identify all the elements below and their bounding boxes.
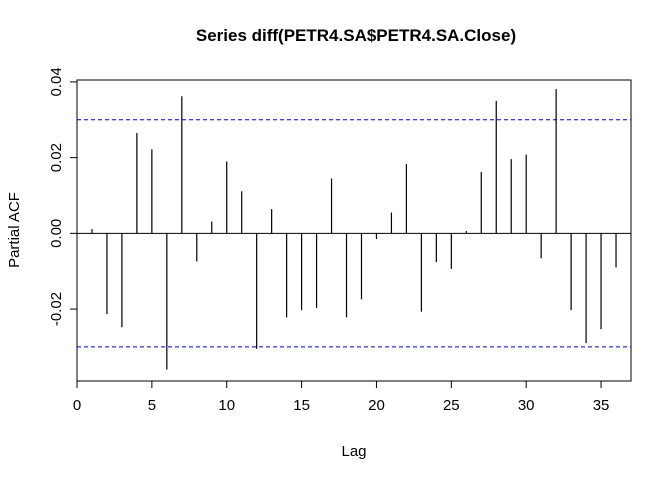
pacf-bars (91, 89, 617, 370)
y-tick-label: 0.00 (48, 219, 65, 248)
confidence-bounds (77, 119, 631, 348)
x-tick-label: 20 (368, 397, 385, 414)
y-axis-label: Partial ACF (6, 192, 23, 268)
y-axis: -0.02 0.00 0.02 0.04 (48, 67, 78, 326)
x-tick-label: 30 (518, 397, 535, 414)
x-tick-label: 0 (73, 397, 81, 414)
x-axis: 0 5 10 15 20 25 30 35 (73, 380, 610, 414)
x-tick-label: 35 (593, 397, 610, 414)
x-tick-label: 15 (293, 397, 310, 414)
chart-title: Series diff(PETR4.SA$PETR4.SA.Close) (196, 26, 516, 45)
y-tick-label: -0.02 (48, 292, 65, 326)
plot-frame (76, 79, 632, 382)
y-tick-label: 0.04 (48, 67, 65, 96)
x-tick-label: 5 (148, 397, 156, 414)
x-tick-label: 25 (443, 397, 460, 414)
y-tick-label: 0.02 (48, 143, 65, 172)
x-tick-label: 10 (218, 397, 235, 414)
x-axis-label: Lag (341, 443, 366, 460)
